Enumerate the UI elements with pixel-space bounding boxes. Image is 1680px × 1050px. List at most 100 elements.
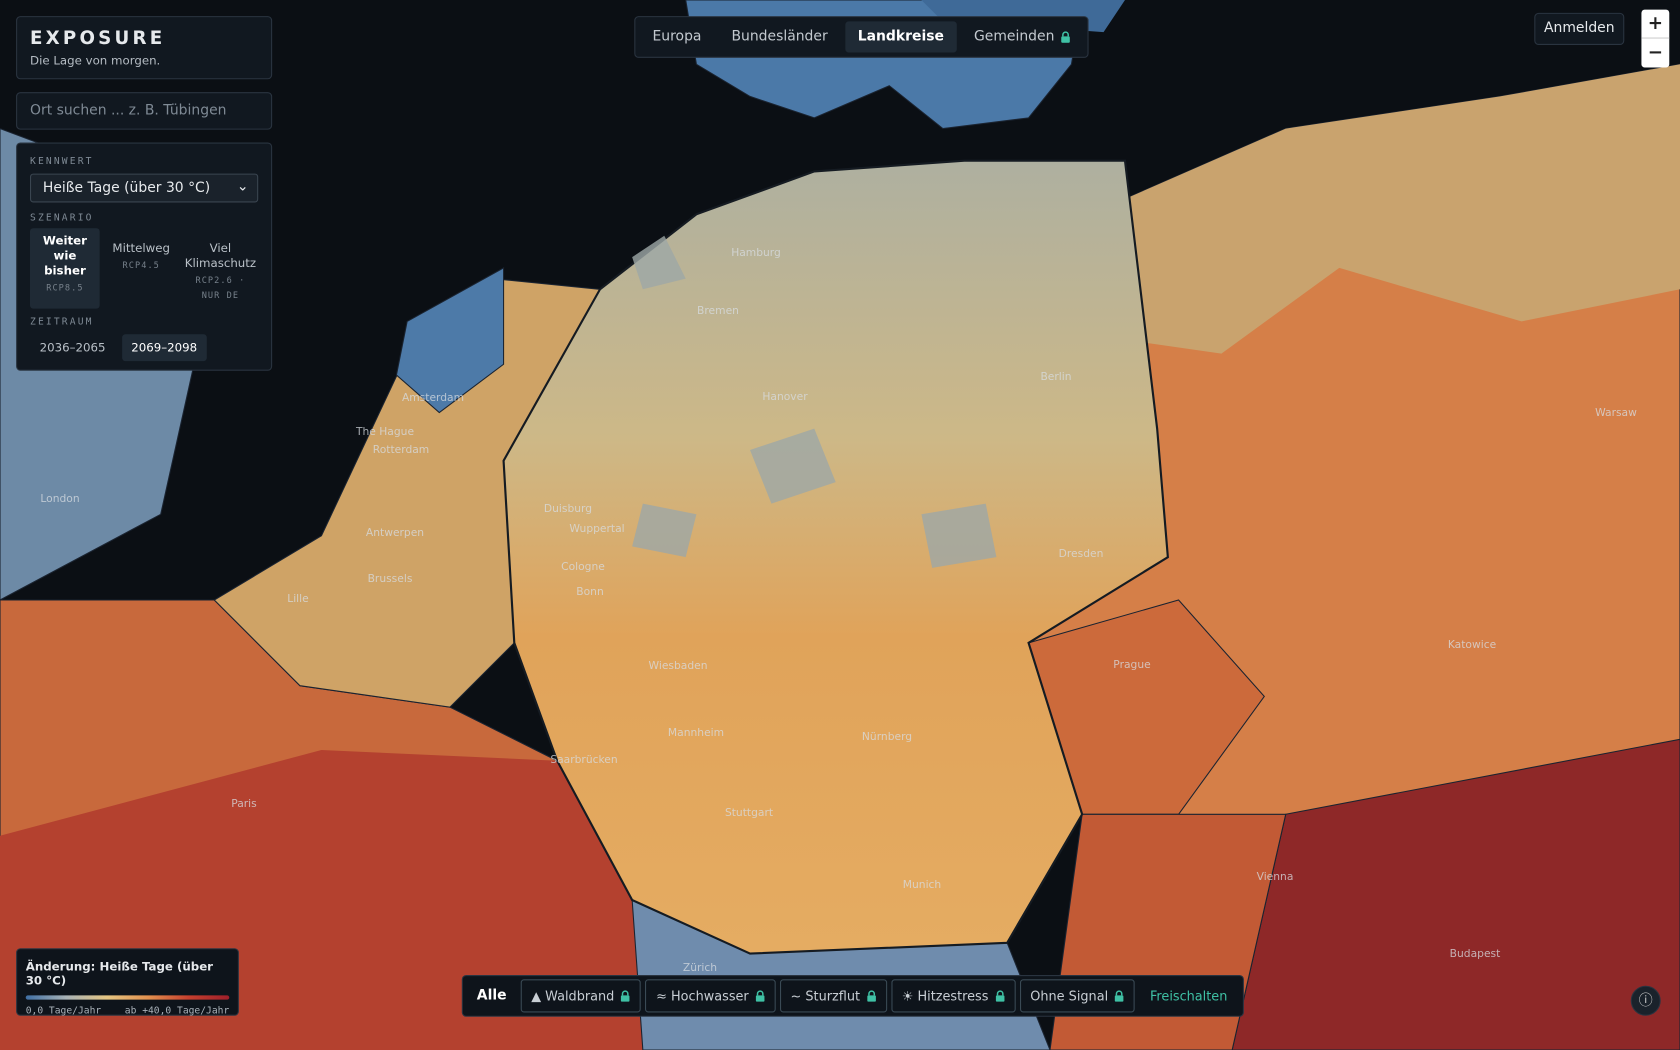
scenario-code: RCP4.5 [122,260,160,271]
filter-label: ~ Sturzflut [790,988,861,1004]
level-tab[interactable]: Europa [640,21,715,52]
filter-bar: Alle ▲ Waldbrand ≈ Hochwasser ~ Sturzflut ☀ … [461,975,1244,1017]
netherlands-north [395,266,505,414]
tab-label: Gemeinden [973,28,1055,46]
city-label: Brussels [368,572,413,585]
level-tab[interactable]: Bundesländer [719,21,841,52]
filter-button[interactable]: Ohne Signal [1019,979,1135,1013]
scenario-button[interactable]: Viel Klimaschutz RCP2.6 · NUR DE [183,228,259,308]
city-label: Vienna [1257,870,1294,883]
scenario-button[interactable]: Weiter wie bisher RCP8.5 [30,228,100,309]
city-label: The Hague [355,425,414,438]
level-tab[interactable]: Gemeinden [961,21,1083,52]
scenario-name: Viel Klimaschutz [184,241,257,271]
period-button[interactable]: 2069–2098 [121,334,207,362]
city-label: Saarbrücken [550,753,617,766]
city-label: Budapest [1450,947,1501,960]
city-label: Paris [231,797,257,810]
brand-card: EXPOSURE Die Lage von morgen. [16,16,273,80]
legend-max: ab +40,0 Tage/Jahr [124,1006,230,1017]
tab-label: Europa [652,28,702,46]
lock-icon [1115,990,1124,1002]
scenario-name: Weiter wie bisher [42,233,87,278]
city-label: Nürnberg [862,730,912,743]
germany [502,159,1169,955]
kennwert-value: Heiße Tage (über 30 °C) [42,180,211,197]
city-label: London [40,492,79,505]
legend-title: Änderung: Heiße Tage (über 30 °C) [25,960,213,988]
settings-panel: KENNWERT Heiße Tage (über 30 °C) ⌄ SZENAR… [16,142,273,371]
zoom-out[interactable]: − [1647,41,1663,64]
city-label: Mannheim [668,726,724,739]
scenario-name: Mittelweg [112,241,171,256]
tab-label: Bundesländer [731,28,828,46]
chevron: ⌄ [236,178,249,196]
city-label: Munich [903,878,941,891]
filter-button[interactable]: ≈ Hochwasser [645,979,776,1013]
city-label: Berlin [1040,370,1071,383]
logo: EXPOSURE [30,27,166,50]
level-tabs: Europa Bundesländer Landkreise Gemeinden [634,16,1089,58]
search-input[interactable]: Ort suchen ... z. B. Tübingen [16,92,273,130]
zoom-control: + − [1641,9,1670,68]
filter-label: ☀ Hitzestress [901,988,989,1004]
city-label: Wiesbaden [649,659,708,672]
scenario-code: RCP2.6 · NUR DE [195,275,246,301]
szenario-label: SZENARIO [30,213,94,224]
unlock-button[interactable]: Freischalten [1149,988,1228,1004]
filter-button[interactable]: Alle [467,979,516,1012]
city-label: Antwerpen [366,526,424,539]
filter-button[interactable]: ▲ Waldbrand [520,979,642,1013]
filter-label: Ohne Signal [1030,988,1109,1004]
lock-icon [755,990,765,1002]
city-label: Hamburg [731,246,781,259]
city-label: Bonn [576,585,603,598]
city-label: Wuppertal [569,522,624,535]
zeitraum-label: ZEITRAUM [30,317,94,328]
filter-label: ▲ Waldbrand [531,988,615,1004]
login-button[interactable]: Anmelden [1534,12,1625,46]
tab-label: Landkreise [857,28,944,46]
city-label: Stuttgart [725,806,773,819]
filter-label: Alle [476,987,507,1004]
city-label: Hanover [762,390,808,403]
lock-icon [1061,31,1070,43]
kennwert-label: KENNWERT [30,156,94,168]
legend-min: 0,0 Tage/Jahr [25,1006,102,1017]
legend-gradient [25,995,230,1000]
lock-icon [995,990,1004,1002]
germany-districts [632,235,997,568]
city-label: Lille [287,592,309,605]
level-tab[interactable]: Landkreise [844,21,957,53]
filter-label: ≈ Hochwasser [656,988,749,1004]
city-label: Cologne [561,560,605,573]
city-label: Duisburg [544,502,592,515]
city-label: Bremen [697,304,739,317]
filter-button[interactable]: ~ Sturzflut [779,979,887,1013]
lock-icon [867,990,876,1002]
scenario-button[interactable]: Mittelweg RCP4.5 [106,228,176,308]
lock-icon [621,990,630,1002]
kennwert-select[interactable]: Heiße Tage (über 30 °C) ⌄ [30,173,259,203]
tagline: Die Lage von morgen. [30,53,161,68]
city-label: Prague [1113,658,1151,671]
filter-button[interactable]: ☀ Hitzestress [891,979,1016,1013]
info-button[interactable]: ⓘ [1630,985,1661,1016]
city-label: Katowice [1448,638,1497,651]
pomerania [1114,64,1680,354]
zoom-in[interactable]: + [1641,10,1670,39]
city-label: Amsterdam [402,391,464,404]
scenario-group: Weiter wie bisher RCP8.5 Mittelweg RCP4.5 Vi… [30,228,259,309]
scenario-code: RCP8.5 [46,282,84,293]
legend: Änderung: Heiße Tage (über 30 °C) 0,0 Ta… [16,948,239,1017]
period-group: 2036–2065 2069–2098 [30,334,258,362]
city-label: Warsaw [1595,406,1637,419]
city-label: Zürich [683,961,717,974]
city-label: Dresden [1059,547,1104,560]
period-button[interactable]: 2036–2065 [39,340,106,355]
city-label: Rotterdam [373,443,429,456]
